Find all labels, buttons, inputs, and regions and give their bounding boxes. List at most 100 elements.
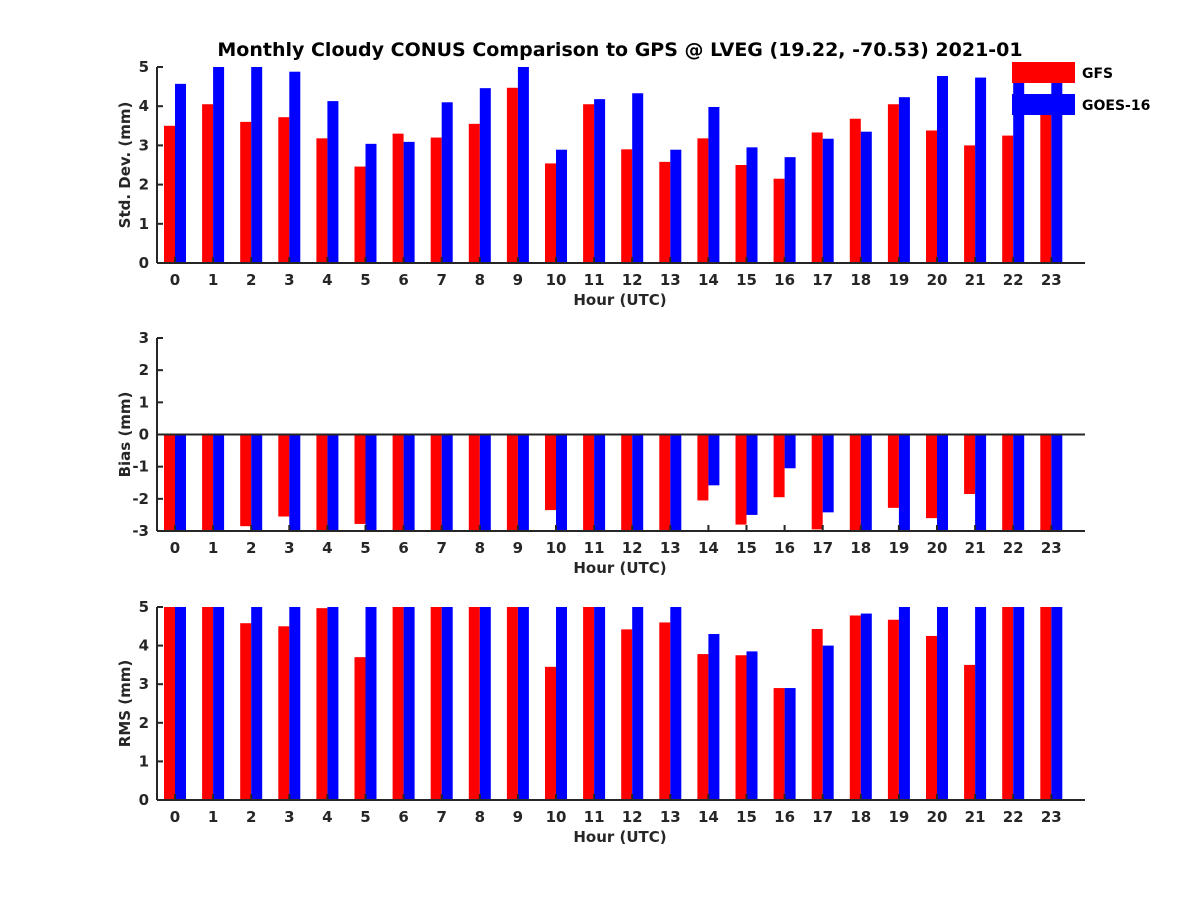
x-tick-label: 4	[322, 539, 332, 557]
x-tick-label: 22	[1003, 271, 1024, 289]
bar-goes-16-hour-8	[479, 607, 491, 800]
bar-gfs-hour-23	[1040, 607, 1052, 800]
y-axis-label: Bias (mm)	[116, 392, 134, 478]
x-tick-label: 21	[965, 539, 986, 557]
x-tick-label: 13	[660, 808, 681, 826]
x-tick-label: 11	[584, 271, 605, 289]
bar-gfs-hour-15	[735, 655, 747, 800]
x-tick-label: 13	[660, 539, 681, 557]
bar-gfs-hour-6	[392, 607, 404, 800]
x-tick-label: 1	[208, 271, 218, 289]
bar-goes-16-hour-23	[1051, 78, 1063, 263]
x-tick-label: 4	[322, 271, 332, 289]
bar-goes-16-hour-0	[175, 434, 186, 531]
x-tick-label: 5	[360, 808, 370, 826]
x-tick-label: 19	[888, 271, 909, 289]
bar-goes-16-hour-0	[175, 607, 186, 800]
bar-goes-16-hour-5	[365, 143, 377, 263]
x-tick-label: 8	[475, 808, 485, 826]
bar-goes-16-hour-12	[632, 434, 644, 531]
bar-gfs-hour-22	[1002, 607, 1014, 800]
bar-goes-16-hour-2	[251, 67, 263, 263]
bar-gfs-hour-4	[316, 138, 328, 263]
y-tick-label: 0	[139, 254, 149, 272]
x-tick-label: 9	[513, 808, 523, 826]
x-tick-label: 6	[398, 808, 408, 826]
bar-goes-16-hour-4	[327, 434, 339, 531]
bar-gfs-hour-0	[164, 607, 175, 800]
x-tick-label: 14	[698, 271, 719, 289]
x-tick-label: 22	[1003, 539, 1024, 557]
bar-goes-16-hour-10	[556, 149, 567, 263]
x-axis-label: Hour (UTC)	[573, 291, 666, 309]
y-tick-label: 3	[139, 136, 149, 154]
bar-goes-16-hour-3	[289, 434, 301, 531]
bar-gfs-hour-12	[621, 149, 633, 263]
bar-gfs-hour-22	[1002, 434, 1014, 531]
x-tick-label: 10	[546, 271, 567, 289]
bar-gfs-hour-15	[735, 434, 747, 525]
x-tick-label: 5	[360, 539, 370, 557]
y-tick-label: -1	[132, 458, 149, 476]
x-tick-label: 8	[475, 271, 485, 289]
y-tick-label: -2	[132, 490, 149, 508]
bar-goes-16-hour-1	[213, 67, 225, 263]
x-tick-label: 19	[888, 808, 909, 826]
bar-gfs-hour-4	[316, 608, 328, 800]
y-tick-label: 3	[139, 329, 149, 347]
x-tick-label: 15	[736, 539, 757, 557]
x-tick-label: 15	[736, 808, 757, 826]
x-tick-label: 0	[170, 539, 180, 557]
x-tick-label: 20	[927, 539, 948, 557]
bar-goes-16-hour-5	[365, 607, 377, 800]
bar-gfs-hour-11	[583, 434, 595, 531]
x-tick-label: 8	[475, 539, 485, 557]
y-tick-label: 0	[139, 426, 149, 444]
bar-gfs-hour-23	[1040, 112, 1052, 263]
x-tick-label: 2	[246, 271, 256, 289]
bar-goes-16-hour-14	[708, 434, 720, 486]
bar-gfs-hour-5	[354, 657, 366, 800]
bar-gfs-hour-12	[621, 434, 633, 531]
bar-gfs-hour-14	[697, 434, 709, 501]
bar-gfs-hour-10	[545, 434, 556, 511]
bar-goes-16-hour-2	[251, 607, 263, 800]
chart-title: Monthly Cloudy CONUS Comparison to GPS @…	[217, 39, 1022, 61]
bar-goes-16-hour-21	[975, 434, 987, 531]
bar-goes-16-hour-11	[594, 99, 606, 263]
bar-goes-16-hour-14	[708, 634, 720, 800]
bar-gfs-hour-13	[659, 622, 671, 800]
x-tick-label: 23	[1041, 808, 1062, 826]
bar-goes-16-hour-20	[937, 434, 948, 531]
bar-gfs-hour-13	[659, 434, 671, 531]
x-tick-label: 16	[774, 808, 795, 826]
bar-goes-16-hour-11	[594, 434, 606, 531]
bar-gfs-hour-21	[964, 664, 976, 800]
bar-goes-16-hour-11	[594, 607, 606, 800]
x-tick-label: 18	[850, 539, 871, 557]
x-tick-label: 17	[812, 808, 833, 826]
x-tick-label: 18	[850, 808, 871, 826]
bar-gfs-hour-19	[887, 619, 899, 800]
bar-goes-16-hour-12	[632, 607, 644, 800]
bar-gfs-hour-7	[430, 607, 442, 800]
bar-goes-16-hour-16	[784, 688, 796, 800]
bar-goes-16-hour-19	[898, 97, 910, 264]
bar-gfs-hour-12	[621, 629, 633, 800]
x-tick-label: 1	[208, 808, 218, 826]
bar-goes-16-hour-6	[403, 607, 415, 800]
bar-goes-16-hour-13	[670, 434, 682, 531]
bar-gfs-hour-17	[811, 132, 823, 263]
y-tick-label: 5	[139, 58, 149, 76]
bar-goes-16-hour-20	[937, 607, 948, 800]
x-tick-label: 6	[398, 539, 408, 557]
x-tick-label: 3	[284, 271, 294, 289]
bar-goes-16-hour-8	[479, 88, 491, 263]
x-tick-label: 9	[513, 539, 523, 557]
bar-gfs-hour-6	[392, 133, 404, 263]
y-tick-label: 1	[139, 752, 149, 770]
x-tick-label: 20	[927, 808, 948, 826]
bar-goes-16-hour-10	[556, 434, 567, 531]
